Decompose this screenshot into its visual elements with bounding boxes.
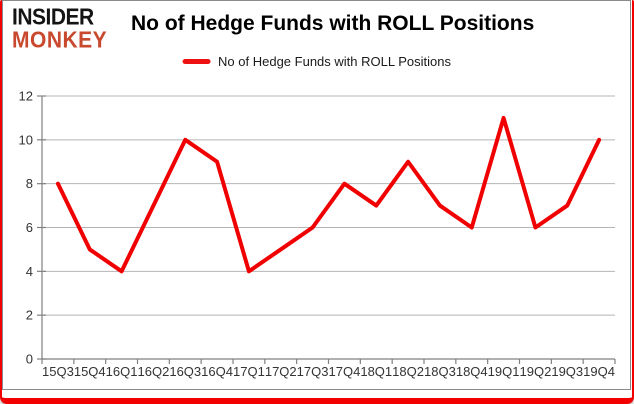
- x-axis-label: 19Q2: [520, 364, 552, 379]
- legend-line-swatch: [182, 59, 211, 64]
- x-axis-label: 16Q1: [106, 364, 138, 379]
- chart-title: No of Hedge Funds with ROLL Positions: [131, 12, 535, 35]
- x-axis-label: 17Q4: [329, 364, 361, 379]
- logo-line-monkey: MONKEY: [12, 28, 108, 53]
- x-axis-label: 18Q4: [456, 364, 488, 379]
- y-axis-label: 8: [26, 176, 33, 191]
- y-axis-label: 0: [26, 352, 33, 367]
- series-line: [55, 115, 602, 274]
- x-axis-label: 15Q3: [42, 364, 74, 379]
- y-axis-label: 10: [19, 132, 33, 147]
- x-axis-label: 19Q4: [583, 364, 615, 379]
- x-axis-label: 17Q2: [265, 364, 297, 379]
- chart-card: 0 2 4 6 8 10 12 15Q3 15Q4 16Q1 16Q2 16Q3 16Q4 17Q1 17Q…: [2, 0, 631, 390]
- y-axis-label: 2: [26, 308, 33, 323]
- x-axis-label: 17Q1: [233, 364, 265, 379]
- logo-line-insider: INSIDER: [12, 5, 94, 30]
- x-axis-label: 16Q4: [201, 364, 233, 379]
- x-axis-label: 16Q2: [138, 364, 170, 379]
- insider-monkey-logo: INSIDER MONKEY: [12, 5, 108, 53]
- x-axis-label: 16Q3: [169, 364, 201, 379]
- x-axis-label: 18Q1: [360, 364, 392, 379]
- y-axis-label: 12: [19, 89, 33, 104]
- legend: No of Hedge Funds with ROLL Positions: [182, 54, 451, 69]
- x-axis-label: 18Q3: [424, 364, 456, 379]
- y-axis-label: 4: [26, 264, 33, 279]
- x-axis-label: 19Q1: [488, 364, 520, 379]
- x-axis-label: 17Q3: [297, 364, 329, 379]
- x-axis-label: 19Q3: [551, 364, 583, 379]
- x-axis-label: 18Q2: [392, 364, 424, 379]
- legend-label: No of Hedge Funds with ROLL Positions: [218, 54, 451, 69]
- y-axis-label: 6: [26, 220, 33, 235]
- x-axis-label: 15Q4: [74, 364, 106, 379]
